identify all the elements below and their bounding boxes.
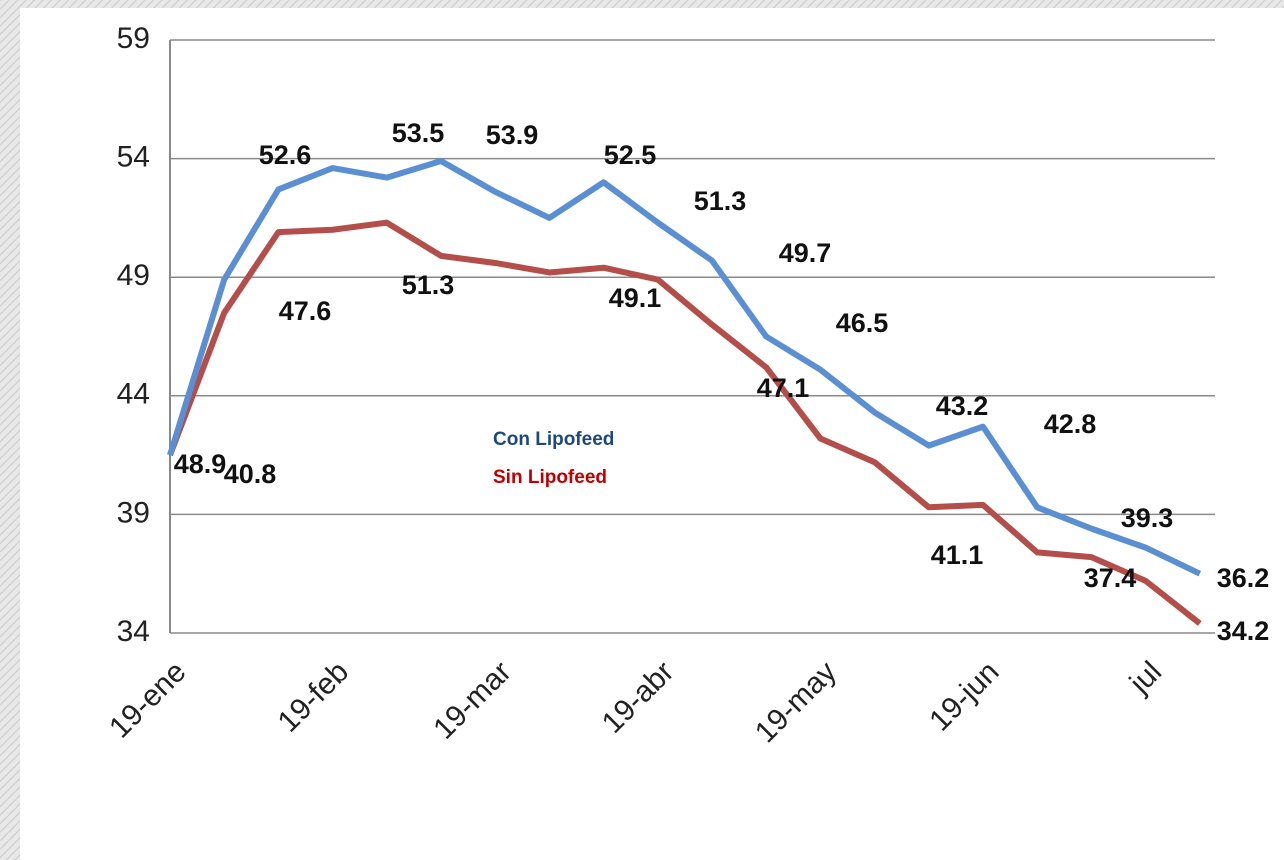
y-tick-label: 39 — [117, 496, 150, 529]
data-label: 40.8 — [224, 459, 277, 489]
plot-background — [20, 8, 1284, 860]
series-line — [167, 219, 1202, 626]
data-label: 42.8 — [1044, 409, 1097, 439]
data-label: 48.9 — [174, 449, 227, 479]
y-tick-label: 44 — [117, 378, 150, 411]
data-label: 41.1 — [931, 540, 984, 570]
data-label: 53.5 — [392, 118, 445, 148]
data-label: 51.3 — [694, 186, 747, 216]
series-line — [167, 157, 1202, 577]
data-label: 36.2 — [1217, 563, 1270, 593]
data-label: 39.3 — [1121, 503, 1174, 533]
data-label: 49.1 — [609, 283, 662, 313]
y-tick-label: 49 — [117, 259, 150, 292]
data-label: 52.5 — [604, 140, 657, 170]
data-label: 47.1 — [757, 373, 810, 403]
data-label: 43.2 — [936, 391, 989, 421]
y-tick-label: 34 — [117, 615, 150, 648]
y-tick-label: 59 — [117, 22, 150, 55]
data-label: 49.7 — [779, 238, 832, 268]
data-label: 47.6 — [279, 296, 332, 326]
data-label: 46.5 — [836, 308, 889, 338]
data-label: 51.3 — [402, 270, 455, 300]
data-label: 34.2 — [1217, 616, 1270, 646]
data-label: 37.4 — [1084, 563, 1137, 593]
legend-entry: Con Lipofeed — [493, 429, 614, 450]
data-label: 52.6 — [259, 140, 312, 170]
data-label: 53.9 — [486, 120, 539, 150]
legend-entry: Sin Lipofeed — [493, 467, 607, 488]
y-tick-label: 54 — [117, 141, 150, 174]
